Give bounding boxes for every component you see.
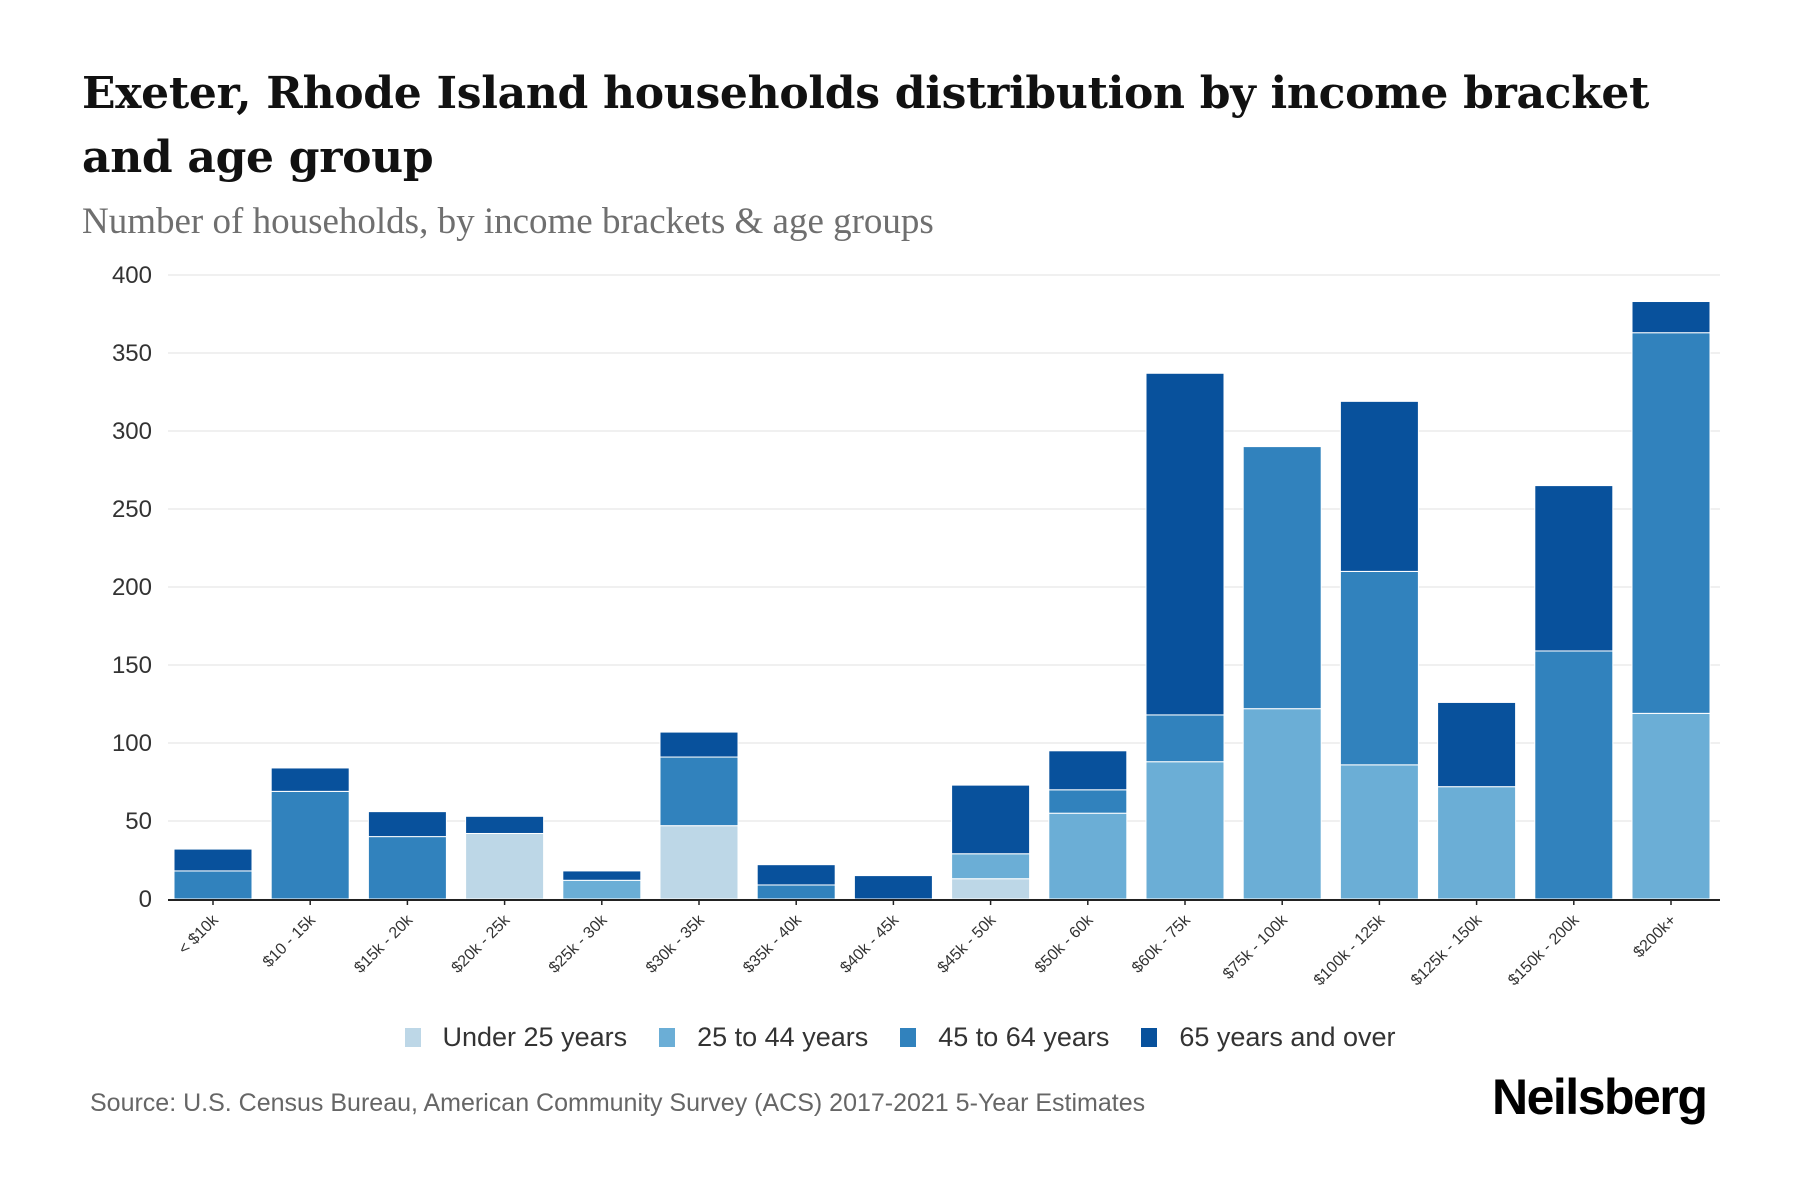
legend-swatch [1141, 1028, 1158, 1047]
bar-segment[interactable] [173, 848, 253, 872]
legend-label: 65 years and over [1179, 1022, 1396, 1052]
legend-swatch [404, 1028, 421, 1047]
x-tick-label: $60k - 75k [1129, 911, 1195, 977]
x-tick-label: < $10k [176, 911, 223, 958]
bar-segment[interactable] [853, 875, 933, 900]
y-tick-label: 400 [112, 262, 152, 289]
bar-segment[interactable] [270, 767, 350, 792]
bar-segment[interactable] [951, 853, 1031, 880]
bar-segment[interactable] [659, 825, 739, 900]
bar-segment[interactable] [367, 836, 447, 900]
bar-segment[interactable] [1242, 708, 1322, 900]
x-tick-label: $45k - 50k [935, 911, 1001, 977]
bar-segment[interactable] [367, 811, 447, 838]
bar-segment[interactable] [1048, 812, 1128, 900]
x-tick-label: $50k - 60k [1032, 911, 1098, 977]
bar-segment[interactable] [1048, 750, 1128, 791]
bar-segment[interactable] [1145, 372, 1225, 716]
bar-stack [659, 731, 739, 900]
x-axis-tick-labels: < $10k $10 - 15k $15k - 20k $20k - 25k $25k … [176, 900, 1680, 989]
x-tick-label: $75k - 100k [1220, 911, 1292, 983]
y-tick-label: 200 [112, 574, 152, 601]
bar-stack [853, 875, 933, 900]
x-tick-label: $200k+ [1630, 912, 1679, 961]
bar-stack [367, 811, 447, 900]
bar-segment[interactable] [659, 756, 739, 827]
x-tick-label: $125k - 150k [1408, 911, 1486, 989]
legend-label: 45 to 64 years [938, 1022, 1110, 1052]
chart-subtitle: Number of households, by income brackets… [82, 201, 934, 242]
y-tick-label: 0 [139, 886, 152, 913]
legend-swatch [900, 1028, 917, 1047]
legend: Under 25 years 25 to 44 years 45 to 64 y… [0, 1022, 1800, 1053]
chart-title: Exeter, Rhode Island households distribu… [82, 68, 1650, 183]
bar-segment[interactable] [1339, 764, 1419, 900]
bar-segment[interactable] [1048, 789, 1128, 814]
bar-segment[interactable] [465, 815, 545, 834]
bar-segment[interactable] [562, 879, 642, 900]
legend-item-45-64[interactable]: 45 to 64 years [900, 1022, 1109, 1053]
bar-stack [1339, 400, 1419, 900]
bar-segment[interactable] [1534, 650, 1614, 900]
x-tick-label: $25k - 30k [546, 911, 612, 977]
bar-stack [756, 864, 836, 900]
bar-segment[interactable] [1339, 400, 1419, 572]
bar-segment[interactable] [1437, 701, 1517, 788]
bar-segment[interactable] [1242, 446, 1322, 710]
bar-segment[interactable] [1631, 332, 1711, 714]
y-tick-label: 250 [112, 496, 152, 523]
x-tick-label: $150k - 200k [1505, 911, 1583, 989]
x-tick-label: $15k - 20k [351, 911, 417, 977]
y-axis-ticks: 0 50 100 150 200 250 300 350 400 [112, 262, 152, 913]
y-tick-label: 300 [112, 418, 152, 445]
bar-stack [1534, 485, 1614, 900]
source-note: Source: U.S. Census Bureau, American Com… [90, 1089, 1146, 1117]
bar-stack [1048, 750, 1128, 900]
bar-stack [1437, 701, 1517, 900]
legend-item-65-over[interactable]: 65 years and over [1141, 1022, 1396, 1053]
bars [173, 301, 1711, 900]
y-tick-label: 100 [112, 730, 152, 757]
bar-segment[interactable] [756, 864, 836, 886]
bar-segment[interactable] [270, 790, 350, 900]
bar-segment[interactable] [1339, 570, 1419, 766]
stacked-bar-chart: 0 50 100 150 200 250 300 350 400 < $10k $10 - 15k… [112, 262, 1720, 989]
y-tick-label: 50 [125, 808, 152, 835]
bar-stack [270, 767, 350, 900]
bar-stack [951, 784, 1031, 900]
bar-stack [562, 870, 642, 900]
bar-segment[interactable] [1631, 301, 1711, 334]
bar-segment[interactable] [1145, 714, 1225, 763]
legend-label: 25 to 44 years [697, 1022, 869, 1052]
x-tick-label: $20k - 25k [449, 911, 515, 977]
legend-swatch [659, 1028, 676, 1047]
bar-segment[interactable] [1631, 712, 1711, 900]
legend-item-under-25[interactable]: Under 25 years [404, 1022, 628, 1053]
bar-segment[interactable] [756, 884, 836, 900]
bar-segment[interactable] [659, 731, 739, 758]
bar-segment[interactable] [173, 870, 253, 900]
x-tick-label: $10 - 15k [260, 911, 320, 971]
bar-segment[interactable] [1534, 485, 1614, 652]
bar-stack [465, 815, 545, 900]
neilsberg-logo[interactable]: Neilsberg [1492, 1069, 1708, 1125]
bar-stack [173, 848, 253, 900]
x-tick-label: $30k - 35k [643, 911, 709, 977]
bar-segment[interactable] [562, 870, 642, 881]
bar-segment[interactable] [951, 784, 1031, 855]
x-tick-label: $100k - 125k [1311, 911, 1389, 989]
bar-stack [1242, 446, 1322, 900]
bar-segment[interactable] [1145, 761, 1225, 900]
bar-stack [1145, 372, 1225, 900]
legend-label: Under 25 years [442, 1022, 628, 1052]
y-tick-label: 150 [112, 652, 152, 679]
bar-segment[interactable] [465, 832, 545, 900]
bar-stack [1631, 301, 1711, 900]
legend-item-25-44[interactable]: 25 to 44 years [659, 1022, 868, 1053]
bar-segment[interactable] [1437, 786, 1517, 900]
bar-segment[interactable] [951, 878, 1031, 900]
x-tick-label: $40k - 45k [837, 911, 903, 977]
x-tick-label: $35k - 40k [740, 911, 806, 977]
y-tick-label: 350 [112, 340, 152, 367]
